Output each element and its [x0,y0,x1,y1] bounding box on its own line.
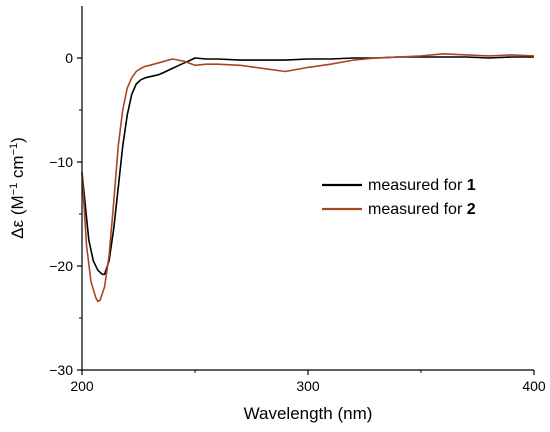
y-tick-label: −20 [49,258,73,274]
y-tick-label: −30 [49,362,73,378]
y-axis-title: Δε (M−1 cm−1) [8,137,27,239]
legend-label-1: measured for 1 [368,177,476,194]
x-tick-label: 200 [70,378,94,394]
y-axis-title-superscript: −1 [8,183,20,196]
legend-label-2: measured for 2 [368,201,476,218]
y-tick-label: 0 [65,50,73,66]
y-tick-label: −10 [49,154,73,170]
y-axis-title-part: ) [8,137,27,143]
series-line-2 [81,52,535,303]
y-axis-title-part: cm [8,155,27,182]
y-axis-title-part: Δε (M [8,195,27,238]
legend: measured for 1 measured for 2 [322,177,476,218]
x-axis-title: Wavelength (nm) [244,404,373,423]
plot-area [81,52,535,303]
series-line-1 [81,56,534,276]
axes: 200 300 400 −30 −20 −10 0 [49,6,546,394]
x-tick-label: 400 [522,378,546,394]
x-tick-label: 300 [296,378,320,394]
y-axis-title-superscript: −1 [8,143,20,156]
